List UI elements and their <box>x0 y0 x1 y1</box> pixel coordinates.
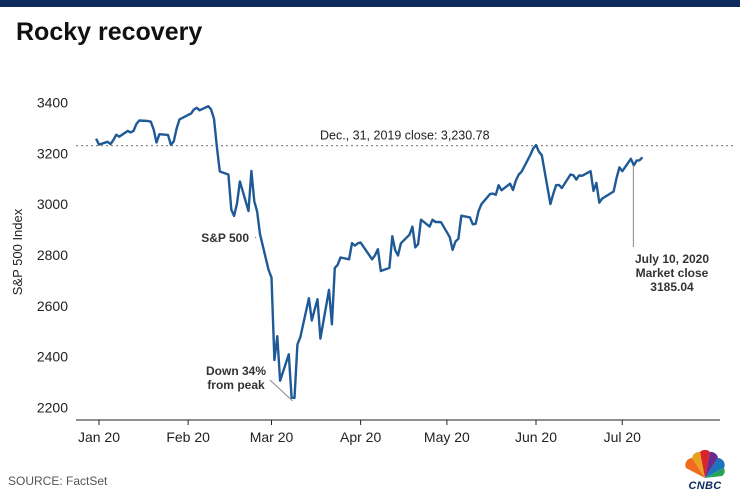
x-tick-label: Apr 20 <box>340 429 381 445</box>
annotation-trough: Down 34% from peak <box>206 364 293 402</box>
top-brand-bar <box>0 0 740 7</box>
x-axis-ticks: Jan 20 Feb 20 Mar 20 Apr 20 May 20 Jun 20 Jul … <box>78 420 641 445</box>
y-tick-label: 3000 <box>37 196 68 212</box>
annotation-text: Market close <box>636 266 709 280</box>
y-tick-label: 3200 <box>37 145 68 161</box>
chart-title: Rocky recovery <box>16 18 203 46</box>
y-tick-label: 2800 <box>37 247 68 263</box>
y-tick-label: 2400 <box>37 349 68 365</box>
annotation-text: Down 34% <box>206 364 266 378</box>
annotation-leader <box>254 236 257 239</box>
annotation-text: July 10, 2020 <box>635 252 709 266</box>
reference-line-label: Dec., 31, 2019 close: 3,230.78 <box>320 129 490 143</box>
y-tick-label: 2200 <box>37 399 68 415</box>
x-tick-label: Jul 20 <box>604 429 642 445</box>
y-axis-label: S&P 500 Index <box>10 208 25 295</box>
x-tick-label: May 20 <box>424 429 470 445</box>
logo-text: CNBC <box>688 480 722 492</box>
annotation-text: 3185.04 <box>650 280 694 294</box>
series-line-sp500 <box>95 104 644 400</box>
x-tick-label: Jan 20 <box>78 429 120 445</box>
cnbc-logo: CNBC <box>678 448 732 496</box>
x-tick-label: Feb 20 <box>166 429 210 445</box>
annotation-sp500: S&P 500 <box>201 231 257 245</box>
annotation-text: S&P 500 <box>201 231 249 245</box>
y-tick-label: 3400 <box>37 95 68 111</box>
annotation-text: from peak <box>207 378 265 392</box>
y-tick-label: 2600 <box>37 298 68 314</box>
annotation-market-close: July 10, 2020 Market close 3185.04 <box>632 165 709 294</box>
source-note: SOURCE: FactSet <box>8 474 108 488</box>
annotation-leader <box>269 379 293 402</box>
peacock-icon <box>685 449 725 478</box>
x-tick-label: Mar 20 <box>250 429 294 445</box>
x-tick-label: Jun 20 <box>515 429 557 445</box>
y-axis-ticks: 2200 2400 2600 2800 3000 3200 3400 <box>37 95 68 416</box>
